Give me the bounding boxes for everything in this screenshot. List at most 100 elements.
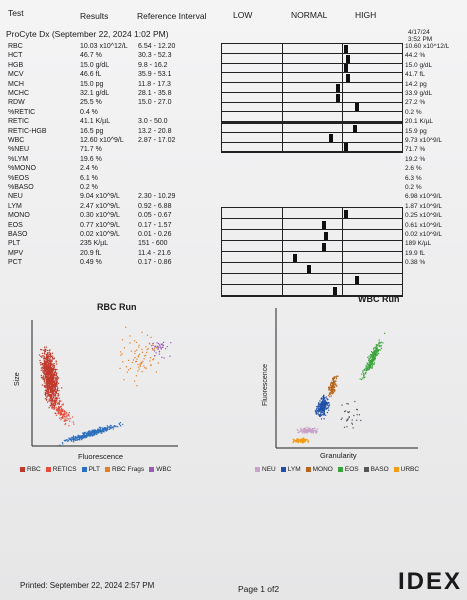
rbc-point [53, 365, 55, 367]
lym-point [316, 406, 318, 408]
lym-point [317, 406, 319, 408]
rbc-point [51, 363, 53, 365]
plt-point [106, 425, 108, 427]
test-reference: 0.17 - 1.57 [138, 221, 172, 229]
rbc-point [44, 363, 46, 365]
neu-point [302, 429, 304, 431]
eos-point [374, 353, 376, 355]
urbc-point [294, 439, 296, 441]
rbc-point [51, 396, 53, 399]
rbc-point [49, 362, 51, 365]
rbc-point [44, 378, 46, 380]
rbc-point [47, 391, 49, 393]
rbc-point [47, 373, 49, 375]
baso-point [347, 403, 349, 405]
rbc-point [49, 368, 51, 370]
plt-point [77, 434, 79, 436]
urbc-point [304, 439, 306, 442]
baso-point [346, 426, 348, 428]
rbc-point [49, 372, 51, 374]
lym-point [321, 406, 323, 408]
rbc-point [50, 364, 52, 366]
retic-point [52, 408, 54, 410]
eos-point [367, 356, 369, 358]
rbc-point [53, 390, 55, 392]
plt-point [91, 429, 93, 431]
legend-item: BASO [363, 466, 389, 473]
rbc-point [47, 376, 49, 378]
rbc-point [55, 376, 57, 378]
plt-point [100, 429, 102, 431]
rbc-point [47, 357, 49, 359]
eos-point [367, 367, 369, 369]
mono-point [331, 385, 333, 387]
mono-point [327, 394, 330, 397]
urbc-point [299, 441, 301, 443]
plt-point [87, 435, 89, 437]
lym-point [322, 399, 324, 401]
rbc-point [51, 388, 53, 390]
lym-point [328, 409, 330, 411]
rbc-point [53, 386, 56, 388]
rbc-point [55, 398, 57, 400]
rbc-point [42, 371, 44, 373]
eos-point [371, 354, 373, 356]
lym-point [324, 399, 326, 401]
eos-point [373, 348, 375, 350]
range-marker [354, 275, 359, 284]
neu-point [305, 430, 307, 432]
rbc-scatter-plot [31, 320, 178, 447]
retic-point [63, 416, 66, 418]
test-right-value: 15.0 g/dL [405, 61, 433, 69]
test-result: 46.6 fL [80, 71, 102, 79]
rbc-point [51, 359, 53, 361]
rbc-point [54, 402, 56, 404]
rbc-frag-point [152, 359, 154, 361]
rbc-point [40, 348, 42, 351]
eos-point [378, 339, 380, 341]
baso-point [360, 419, 362, 422]
eos-point [380, 341, 383, 343]
lym-point [324, 403, 326, 405]
plt-point [102, 431, 104, 433]
eos-point [369, 364, 371, 366]
rbc-point [49, 382, 52, 384]
rbc-point [41, 377, 43, 379]
lym-point [324, 405, 326, 407]
test-name: %MONO [8, 165, 36, 173]
grid-divider [342, 124, 344, 152]
grid-row [222, 230, 402, 241]
eos-point [364, 369, 366, 371]
plt-point [73, 441, 75, 443]
rbc-point [54, 379, 56, 382]
plt-point [110, 427, 112, 429]
retic-point [62, 403, 64, 405]
plt-point [61, 442, 64, 444]
rbc-point [56, 377, 58, 379]
retic-point [59, 410, 61, 413]
plt-point [84, 433, 86, 435]
rbc-point [47, 379, 50, 381]
mono-point [336, 375, 338, 377]
baso-point [351, 423, 354, 425]
wbc-point [163, 357, 165, 359]
lym-point [319, 404, 321, 406]
plt-point [97, 432, 99, 434]
rbc-frag-point [136, 360, 138, 363]
lym-point [317, 413, 319, 415]
rbc-point [54, 395, 56, 397]
retic-point [52, 406, 54, 408]
retic-point [66, 413, 68, 415]
rbc-point [44, 362, 46, 364]
mono-point [334, 386, 336, 388]
rbc-point [44, 391, 46, 394]
rbc-point [57, 393, 59, 395]
lym-point [323, 418, 325, 420]
rbc-point [50, 363, 52, 365]
test-result: 19.6 % [80, 155, 102, 163]
lym-point [327, 404, 329, 406]
retic-point [63, 412, 65, 414]
eos-point [368, 361, 370, 363]
wbc-point [166, 346, 168, 348]
grid-row [222, 54, 402, 64]
